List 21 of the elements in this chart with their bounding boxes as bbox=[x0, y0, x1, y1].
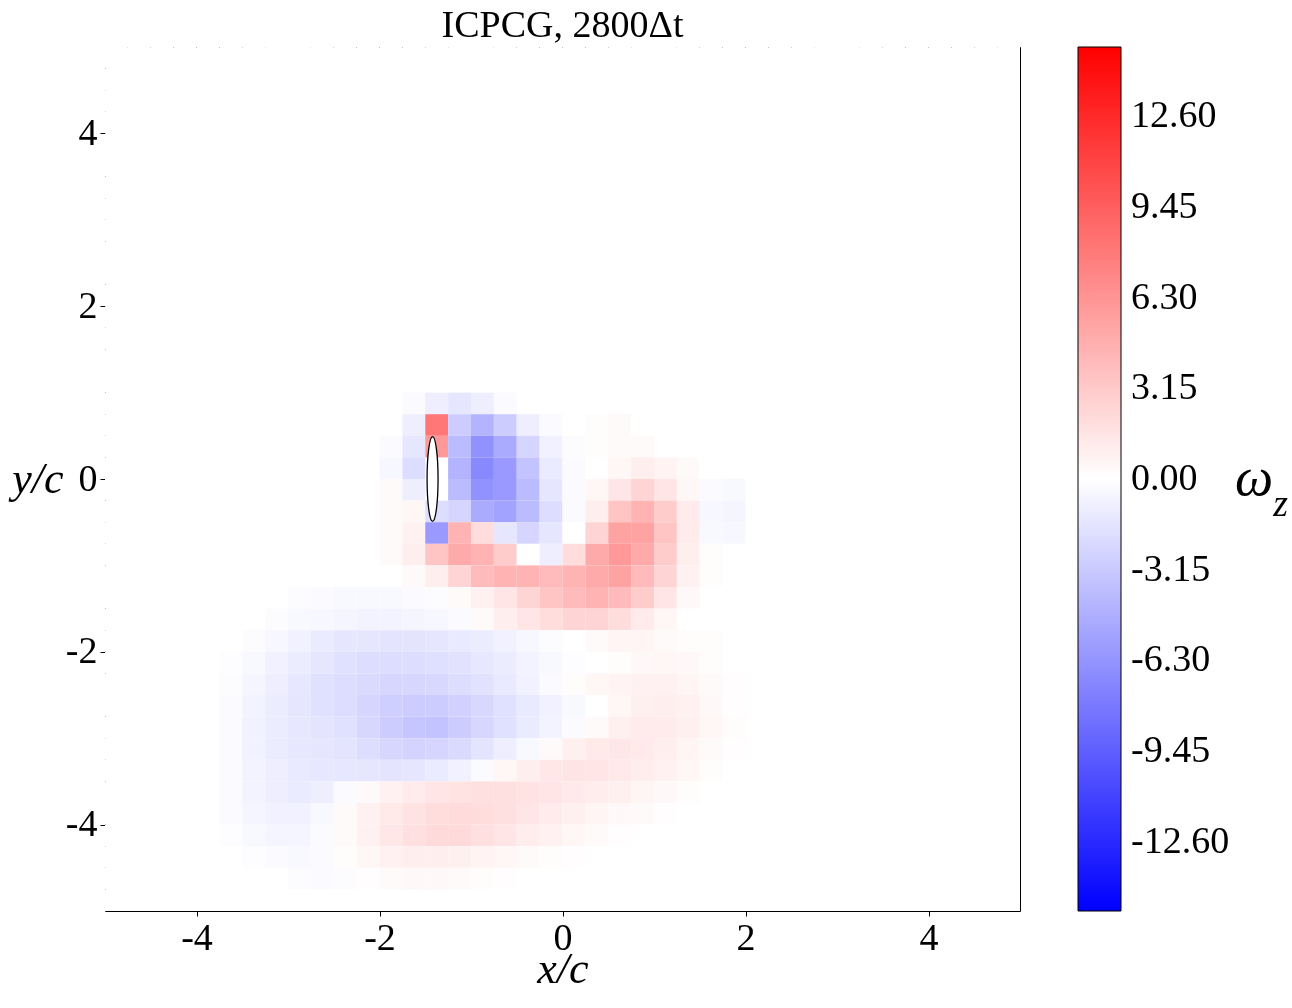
x-tick-label: -4 bbox=[181, 915, 213, 958]
color-bar-label: -6.30 bbox=[1131, 637, 1211, 680]
color-bar-label: 0.00 bbox=[1131, 456, 1198, 498]
color-bar-label: 12.60 bbox=[1131, 93, 1217, 136]
color-bar-label: 6.30 bbox=[1131, 274, 1198, 317]
color-bar-label: -3.15 bbox=[1131, 546, 1211, 589]
y-tick-label: 2 bbox=[78, 283, 98, 326]
chart-title: ICPCG, 2800Δt bbox=[441, 3, 684, 45]
y-tick-label: 4 bbox=[78, 110, 98, 153]
y-tick-label: 0 bbox=[78, 456, 98, 499]
y-tick-label: -4 bbox=[65, 802, 98, 845]
y-tick-label: -2 bbox=[65, 629, 98, 672]
y-axis-title: y/c bbox=[8, 453, 64, 503]
x-tick-label: 4 bbox=[919, 915, 939, 958]
x-tick-label: -2 bbox=[364, 915, 396, 958]
color-bar-title: ω$_{z}$ bbox=[1235, 447, 1289, 524]
color-bar-label: -12.60 bbox=[1131, 818, 1230, 861]
x-tick-label: 2 bbox=[736, 915, 756, 958]
color-bar-label: 3.15 bbox=[1131, 365, 1198, 408]
color-bar-label: 9.45 bbox=[1131, 183, 1198, 226]
color-bar-label: -9.45 bbox=[1131, 728, 1211, 771]
